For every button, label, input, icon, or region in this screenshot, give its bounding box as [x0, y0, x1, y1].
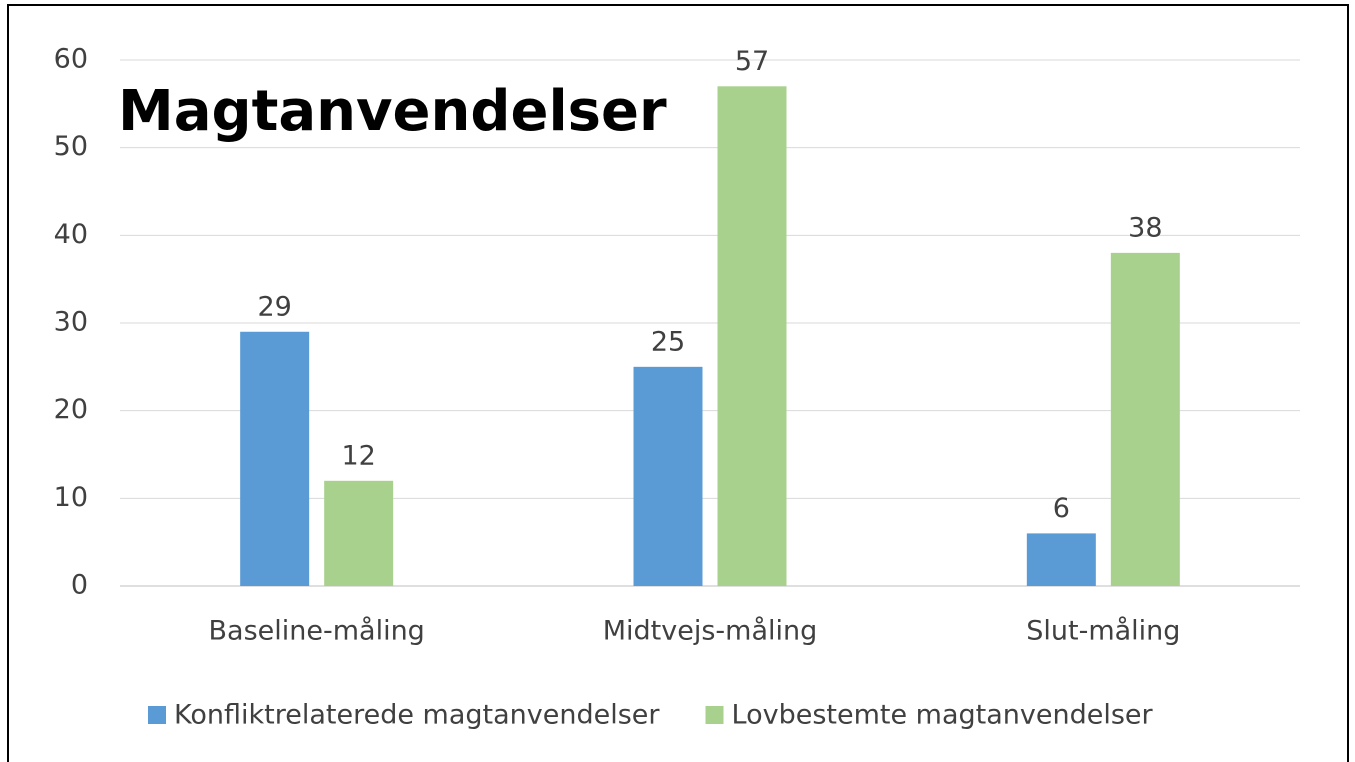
bar [324, 480, 394, 586]
x-tick-label: Baseline-måling [209, 616, 425, 647]
bar [717, 86, 787, 587]
y-tick-label: 40 [54, 219, 88, 250]
bar [240, 331, 310, 586]
bar [1026, 533, 1096, 586]
x-tick-label: Midtvejs-måling [603, 616, 818, 647]
y-tick-label: 60 [54, 44, 88, 75]
data-label: 57 [735, 46, 769, 77]
y-tick-label: 10 [54, 482, 88, 513]
legend-swatch [705, 706, 724, 724]
bar [633, 366, 703, 586]
data-label: 25 [651, 326, 685, 357]
legend-label: Lovbestemte magtanvendelser [732, 700, 1154, 731]
chart-title: Magtanvendelser [118, 79, 667, 144]
legend-swatch [148, 706, 166, 724]
y-tick-label: 50 [54, 131, 88, 162]
y-tick-label: 30 [54, 307, 88, 338]
data-label: 12 [341, 440, 375, 471]
frame [7, 4, 1349, 762]
y-tick-label: 20 [54, 394, 88, 425]
data-label: 6 [1053, 493, 1070, 524]
x-tick-label: Slut-måling [1026, 616, 1180, 647]
data-label: 38 [1128, 212, 1162, 243]
bar [1110, 252, 1180, 586]
data-label: 29 [257, 291, 291, 322]
y-tick-label: 0 [71, 570, 88, 601]
legend-label: Konfliktrelaterede magtanvendelser [174, 700, 660, 731]
